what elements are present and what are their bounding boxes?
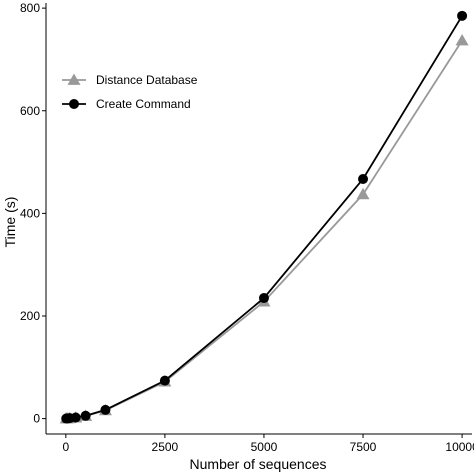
y-tick-label: 0 xyxy=(33,412,40,426)
x-axis-title: Number of sequences xyxy=(190,456,327,472)
data-point xyxy=(356,187,370,200)
x-tick-label: 7500 xyxy=(350,440,377,454)
legend-item: Create Command xyxy=(62,97,191,111)
legend-key-marker xyxy=(67,73,81,85)
data-point xyxy=(358,173,369,184)
data-point xyxy=(455,33,469,46)
y-tick-label: 200 xyxy=(20,309,40,323)
data-point xyxy=(70,412,81,423)
y-axis-title: Time (s) xyxy=(2,197,18,248)
data-point xyxy=(80,410,91,421)
series-circle xyxy=(61,10,468,424)
x-tick-label: 2500 xyxy=(152,440,179,454)
x-tick-label: 0 xyxy=(62,440,69,454)
y-tick-label: 400 xyxy=(20,206,40,220)
legend-item: Distance Database xyxy=(62,73,198,87)
series-layer xyxy=(59,10,469,424)
legend-label: Create Command xyxy=(96,97,191,111)
series-triangle xyxy=(59,33,469,424)
data-point xyxy=(457,10,468,21)
data-point xyxy=(258,293,269,304)
x-tick-label: 5000 xyxy=(251,440,278,454)
legend-key-marker xyxy=(69,99,79,109)
data-point xyxy=(100,404,111,415)
x-tick-label: 10000 xyxy=(445,440,474,454)
data-point xyxy=(159,375,170,386)
y-tick-label: 600 xyxy=(20,104,40,118)
y-tick-label: 800 xyxy=(20,1,40,15)
legend-label: Distance Database xyxy=(96,73,198,87)
axes: 0 200 400 600 800 0 2500 5000 7500 10000 xyxy=(20,1,474,454)
legend: Distance Database Create Command xyxy=(62,73,198,111)
